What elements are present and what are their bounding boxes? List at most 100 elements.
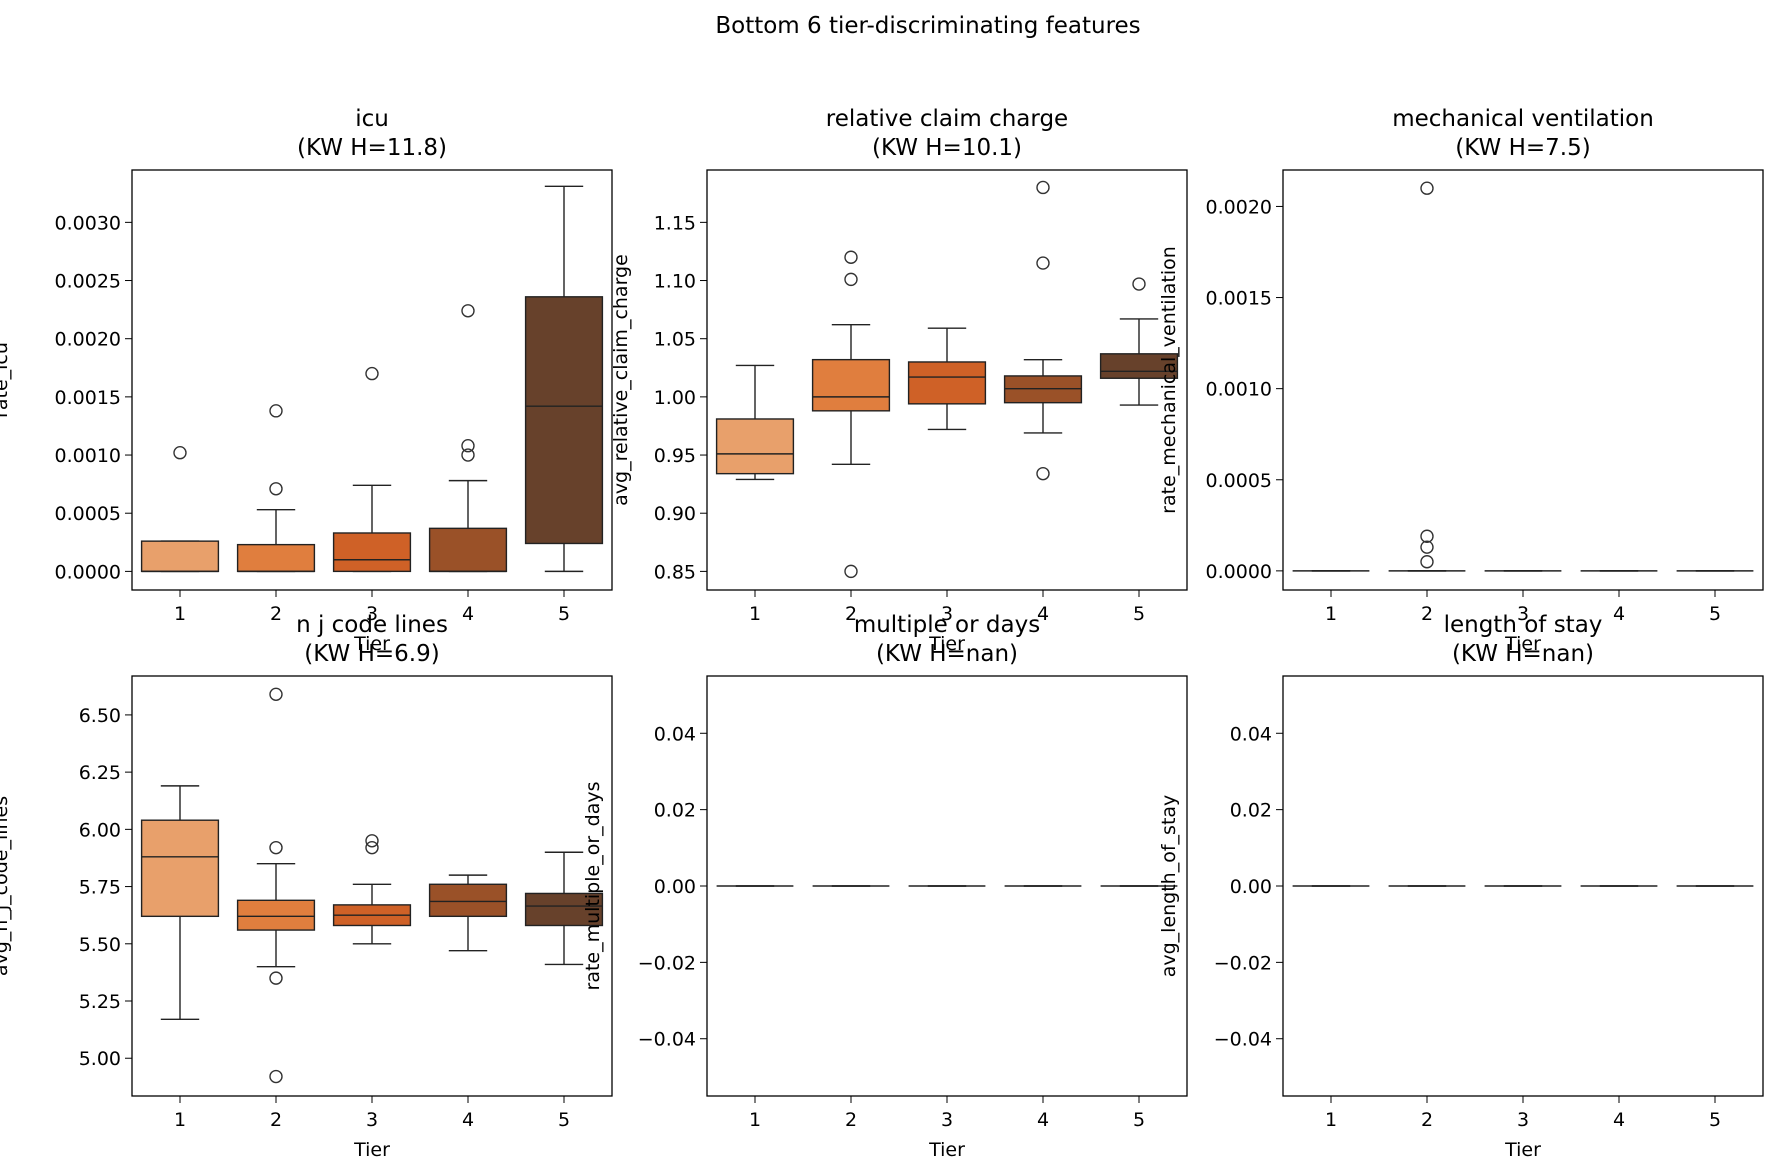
y-axis-label: avg_n_j_code_lines bbox=[0, 796, 12, 976]
box-tier-1 bbox=[140, 446, 220, 573]
x-tick-label: 3 bbox=[366, 603, 378, 625]
x-tick-label: 4 bbox=[1613, 603, 1625, 625]
x-tick-label: 5 bbox=[1133, 1109, 1145, 1131]
outlier-point bbox=[1420, 529, 1434, 543]
y-tick-label: 0.0005 bbox=[55, 503, 121, 525]
y-axis-label: rate_icu bbox=[0, 342, 12, 418]
outlier-point bbox=[269, 404, 283, 418]
x-tick-label: 3 bbox=[366, 1109, 378, 1131]
box-tier-2 bbox=[236, 687, 316, 1084]
box-tier-1 bbox=[715, 364, 795, 481]
x-tick-label: 3 bbox=[941, 1109, 953, 1131]
y-tick-label: 5.00 bbox=[79, 1048, 121, 1070]
x-tick-label: 1 bbox=[749, 1109, 761, 1131]
x-tick-label: 5 bbox=[1709, 603, 1721, 625]
y-tick-label: 0.0010 bbox=[1206, 379, 1272, 401]
y-tick-label: 0.0000 bbox=[55, 561, 121, 583]
y-tick-label: 0.04 bbox=[1230, 723, 1272, 745]
panel-title-line2: (KW H=10.1) bbox=[872, 135, 1022, 161]
axes-frame bbox=[1282, 169, 1764, 591]
x-tick-label: 1 bbox=[749, 603, 761, 625]
y-tick-label: 0.0025 bbox=[55, 271, 121, 293]
box-tier-5 bbox=[1099, 277, 1179, 406]
figure-title: Bottom 6 tier-discriminating features bbox=[715, 13, 1140, 39]
y-tick-label: −0.04 bbox=[1214, 1029, 1272, 1051]
outlier-point bbox=[269, 1069, 283, 1084]
box-tier-2 bbox=[1388, 181, 1466, 572]
outlier-point bbox=[269, 971, 283, 985]
x-tick-label: 5 bbox=[558, 1109, 570, 1131]
y-tick-label: −0.04 bbox=[638, 1029, 696, 1051]
panel-title-line1: n j code lines bbox=[296, 612, 448, 638]
panel-6: length of stay (KW H=nan) −0.04 −0.02 0.00 0.… bbox=[1158, 612, 1764, 1161]
x-tick-label: 5 bbox=[1709, 1109, 1721, 1131]
y-tick-label: 0.0015 bbox=[1206, 288, 1272, 310]
y-tick-label: 0.0020 bbox=[55, 329, 121, 351]
box-body bbox=[332, 532, 412, 573]
box-body bbox=[428, 527, 508, 573]
x-tick-label: 4 bbox=[1037, 1109, 1049, 1131]
box-body bbox=[236, 543, 316, 573]
y-tick-label: 0.90 bbox=[654, 503, 696, 525]
outlier-point bbox=[1036, 466, 1050, 481]
y-tick-label: 0.04 bbox=[654, 723, 696, 745]
x-axis-label: Tier bbox=[353, 1139, 390, 1161]
box-body bbox=[811, 358, 891, 412]
y-tick-label: 5.75 bbox=[79, 877, 121, 899]
panel-title-line2: (KW H=11.8) bbox=[297, 135, 447, 161]
y-tick-label: 0.0020 bbox=[1206, 196, 1272, 218]
axes-frame bbox=[706, 675, 1188, 1097]
x-axis-label: Tier bbox=[1504, 633, 1541, 655]
outlier-point bbox=[1420, 555, 1434, 569]
y-tick-label: 1.10 bbox=[654, 271, 696, 293]
y-axis-label: avg_relative_claim_charge bbox=[610, 254, 632, 506]
y-tick-label: 1.15 bbox=[654, 212, 696, 234]
panel-4: n j code lines (KW H=6.9) 5.00 5.25 5.50 5.75… bbox=[0, 612, 613, 1161]
box-tier-3 bbox=[332, 834, 412, 945]
y-tick-label: 5.25 bbox=[79, 991, 121, 1013]
box-tier-3 bbox=[332, 366, 412, 573]
y-tick-label: 6.00 bbox=[79, 819, 121, 841]
box-body bbox=[1099, 353, 1179, 379]
axes-frame bbox=[131, 169, 613, 591]
y-tick-label: 0.95 bbox=[654, 445, 696, 467]
y-tick-label: −0.02 bbox=[638, 952, 696, 974]
panel-3: mechanical ventilation (KW H=7.5) 0.0000 0.… bbox=[1158, 106, 1764, 655]
panel-2: relative claim charge (KW H=10.1) 0.85 0.90… bbox=[610, 106, 1188, 655]
box-tier-2 bbox=[236, 404, 316, 573]
outlier-point bbox=[844, 564, 858, 579]
box-tier-2 bbox=[811, 250, 891, 579]
y-tick-label: 0.02 bbox=[1230, 800, 1272, 822]
outlier-point bbox=[461, 439, 475, 453]
panel-1: icu (KW H=11.8) 0.0000 0.0005 0.0010 0.0015 0.… bbox=[0, 106, 613, 655]
outlier-point bbox=[269, 840, 283, 855]
x-axis-label: Tier bbox=[1504, 1139, 1541, 1161]
box-body bbox=[236, 899, 316, 931]
y-tick-label: 0.00 bbox=[1230, 876, 1272, 898]
y-tick-label: 0.0005 bbox=[1206, 470, 1272, 492]
box-tier-4 bbox=[428, 874, 508, 952]
y-tick-label: 5.50 bbox=[79, 934, 121, 956]
y-tick-label: 1.05 bbox=[654, 329, 696, 351]
panel-title-line1: multiple or days bbox=[854, 612, 1040, 638]
box-tier-5 bbox=[524, 185, 604, 573]
y-tick-label: 0.02 bbox=[654, 800, 696, 822]
y-tick-label: 0.00 bbox=[654, 876, 696, 898]
x-tick-label: 2 bbox=[1421, 1109, 1433, 1131]
y-tick-label: 6.25 bbox=[79, 762, 121, 784]
box-body bbox=[524, 892, 604, 927]
panel-title-line1: length of stay bbox=[1444, 612, 1603, 638]
y-tick-label: −0.02 bbox=[1214, 952, 1272, 974]
box-tier-1 bbox=[140, 785, 220, 1021]
y-axis-label: avg_length_of_stay bbox=[1158, 795, 1180, 978]
y-axis-label: rate_multiple_or_days bbox=[582, 782, 604, 991]
x-tick-label: 4 bbox=[462, 1109, 474, 1131]
outlier-point bbox=[844, 250, 858, 264]
x-tick-label: 2 bbox=[845, 1109, 857, 1131]
y-tick-label: 0.85 bbox=[654, 561, 696, 583]
panel-5: multiple or days (KW H=nan) −0.04 −0.02 0.00… bbox=[582, 612, 1188, 1161]
y-tick-label: 6.50 bbox=[79, 705, 121, 727]
outlier-point bbox=[844, 272, 858, 287]
